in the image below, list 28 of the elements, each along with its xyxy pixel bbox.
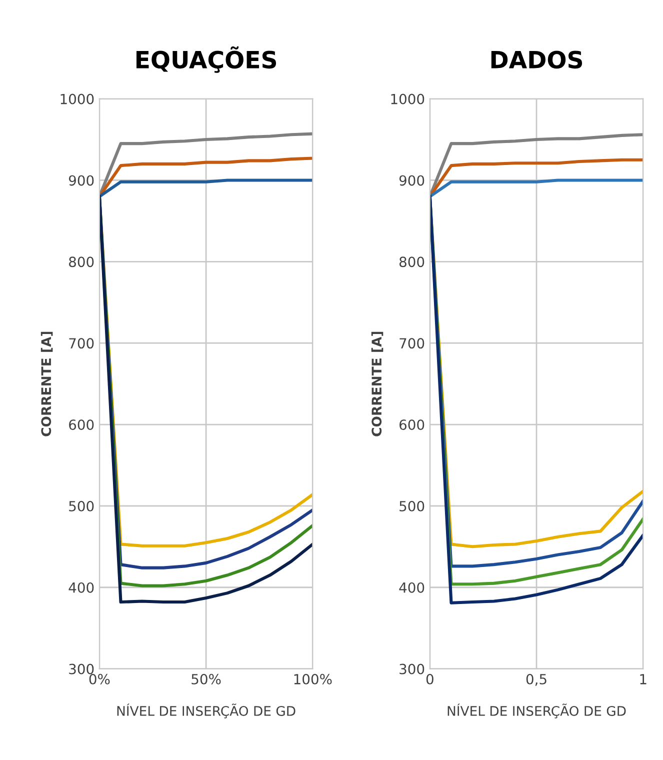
y-tick-label: 900 (399, 175, 424, 186)
x-axis-title: NÍVEL DE INSERÇÃO DE GD (117, 704, 296, 718)
y-tick-label: 700 (69, 338, 94, 349)
y-tick-label: 600 (69, 419, 94, 430)
x-tick-label: 0 (426, 674, 434, 684)
y-tick-label: 800 (69, 256, 94, 268)
y-axis-title: CORRENTE [A] (371, 332, 384, 436)
y-tick-label: 600 (400, 419, 424, 430)
x-tick-label: 50% (192, 674, 221, 684)
y-tick-label: 800 (399, 256, 424, 268)
y-axis-title: CORRENTE [A] (40, 332, 53, 436)
y-tick-label: 900 (68, 175, 94, 186)
x-tick-label: 100% (294, 674, 332, 684)
x-tick-label: 0,5 (526, 674, 546, 686)
y-tick-label: 1000 (60, 94, 94, 104)
y-tick-label: 500 (69, 500, 94, 512)
y-tick-label: 300 (69, 664, 94, 674)
x-axis-title: NÍVEL DE INSERÇÃO DE GD (448, 704, 626, 718)
y-tick-label: 300 (400, 664, 424, 674)
y-tick-label: 400 (399, 582, 424, 593)
y-tick-label: 700 (400, 338, 424, 349)
chart-title: DADOS (491, 50, 582, 69)
x-tick-label: 1 (640, 674, 646, 684)
y-tick-label: 1000 (391, 94, 424, 104)
y-tick-label: 400 (68, 582, 94, 593)
x-tick-label: 0% (89, 674, 110, 684)
chart-title: EQUAÇÕES (136, 46, 276, 73)
y-tick-label: 500 (400, 500, 424, 512)
